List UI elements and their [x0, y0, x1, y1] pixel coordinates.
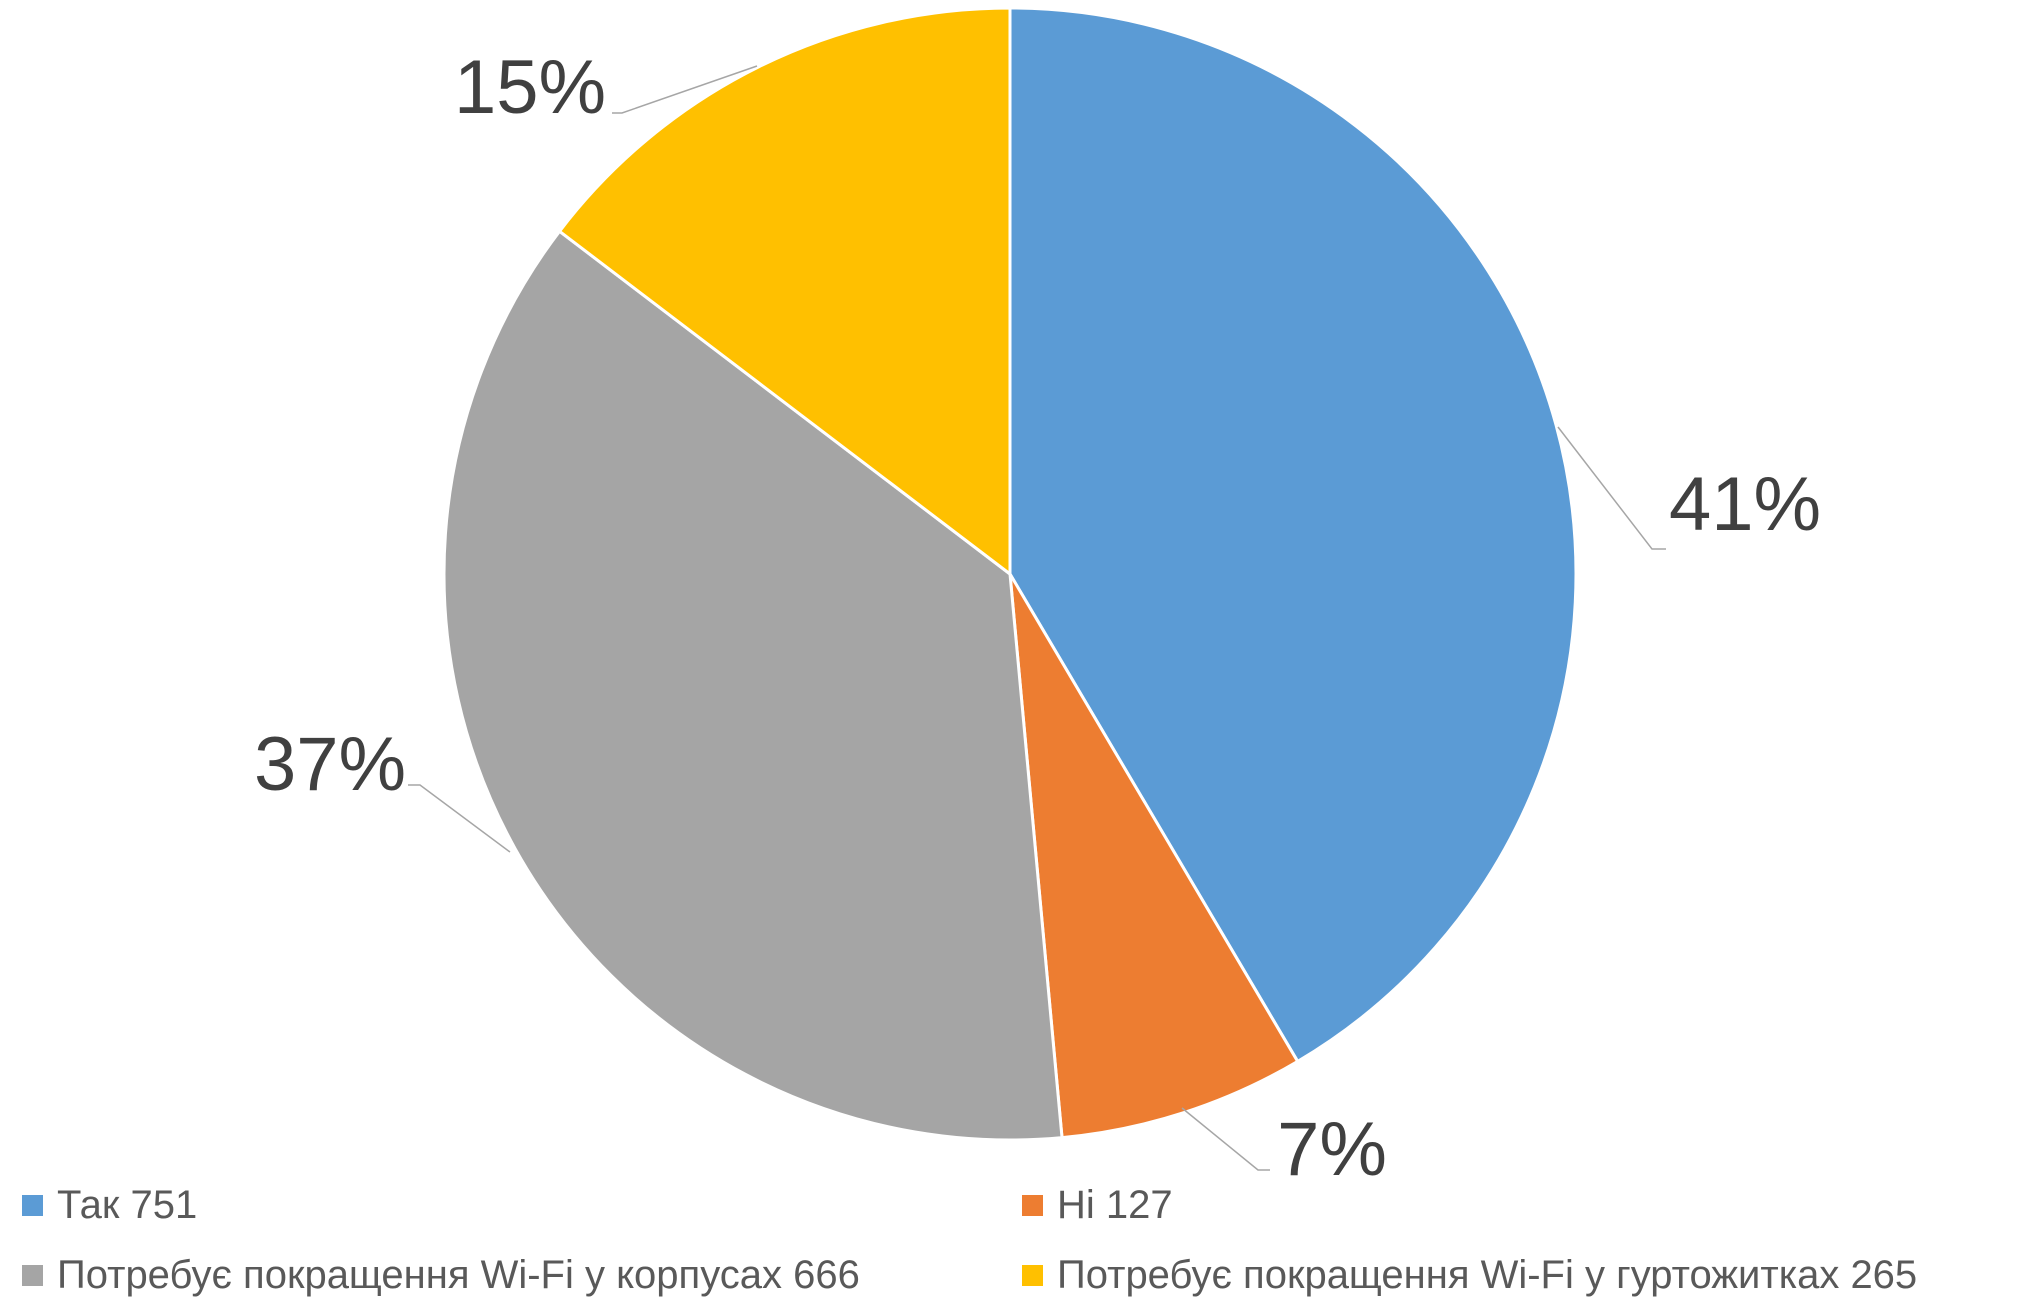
legend-label-ni: Ні 127 [1057, 1182, 1173, 1227]
legend-item-korpusy: Потребує покращення Wi-Fi у корпусах 666 [22, 1250, 860, 1300]
legend-swatch-ni [1022, 1194, 1043, 1216]
legend-label-tak: Так 751 [57, 1182, 198, 1227]
legend-item-tak: Так 751 [22, 1180, 197, 1230]
leader-line-ni [1181, 1107, 1270, 1171]
chart-legend: Так 751 Ні 127 Потребує покращення Wi-Fi… [0, 1180, 2018, 1297]
data-label-tak: 41% [1669, 462, 1821, 547]
pie-slice-hurtozhytky [558, 6, 1012, 576]
legend-swatch-korpusy [22, 1264, 43, 1286]
data-label-ni: 7% [1277, 1107, 1387, 1192]
data-label-korpusy: 37% [254, 722, 406, 807]
leader-lines [408, 65, 1666, 1171]
legend-item-ni: Ні 127 [1022, 1180, 1173, 1230]
leader-line-tak [1557, 426, 1666, 550]
pie-slice-korpusy [442, 229, 1064, 1142]
data-labels: 41% 7% 37% 15% [254, 45, 1821, 1192]
legend-label-korpusy: Потребує покращення Wi-Fi у корпусах 666 [57, 1252, 860, 1297]
legend-item-hurtozhytky: Потребує покращення Wi-Fi у гуртожитках … [1022, 1250, 1917, 1300]
pie-slices [442, 6, 1578, 1142]
pie-slice-ni [1008, 572, 1300, 1140]
data-label-hurtozhytky: 15% [454, 45, 606, 130]
legend-label-hurtozhytky: Потребує покращення Wi-Fi у гуртожитках … [1057, 1252, 1918, 1297]
legend-swatch-tak [22, 1194, 43, 1216]
legend-swatch-hurtozhytky [1022, 1264, 1043, 1286]
leader-line-hurtozhytky [612, 65, 758, 114]
leader-line-korpusy [408, 784, 511, 853]
pie-slice-tak [1008, 6, 1578, 1063]
